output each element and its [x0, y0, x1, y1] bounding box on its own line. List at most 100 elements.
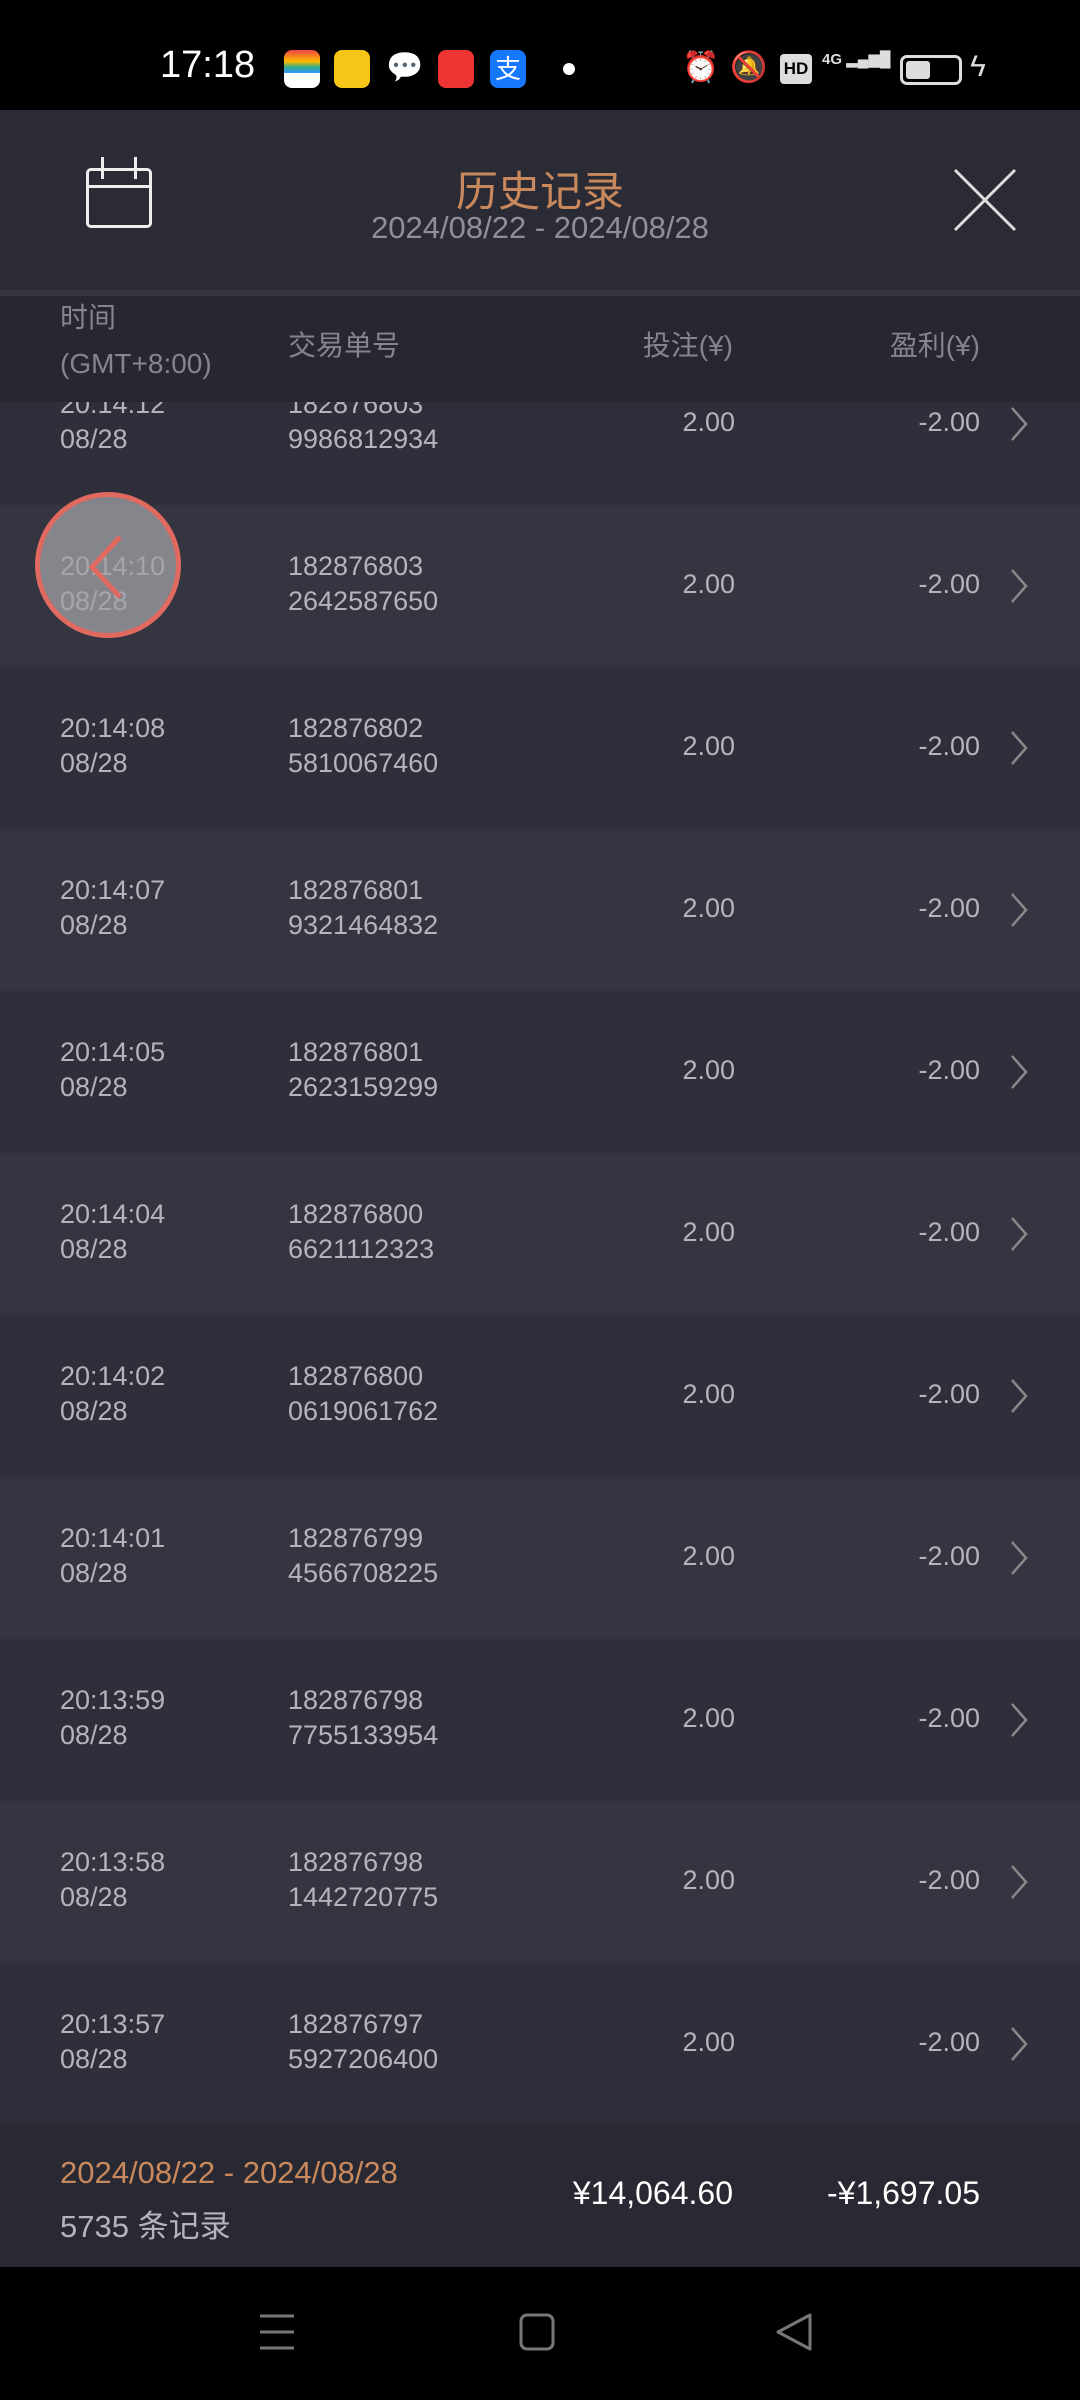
row-id-part2: 4566708225 [288, 1558, 439, 1588]
chevron-right-icon[interactable] [1008, 1215, 1030, 1253]
row-id-part2: 1442720775 [288, 1882, 439, 1912]
4g-signal-icon: 4G ▂▄▆█ [822, 51, 891, 68]
status-bar: 17:18 💬 支 ⏰ 🔕 HD 4G ▂▄▆█ ϟ [0, 0, 1080, 110]
row-date: 08/28 [60, 1234, 128, 1264]
row-time: 20:14:04 [60, 1199, 166, 1229]
chevron-right-icon[interactable] [1008, 1053, 1030, 1091]
row-date: 08/28 [60, 2044, 128, 2074]
row-profit: -2.00 [918, 731, 980, 761]
date-range: 2024/08/22 - 2024/08/28 [371, 210, 709, 245]
row-bet: 2.00 [682, 1379, 735, 1409]
row-id-part2: 2623159299 [288, 1072, 439, 1102]
row-id-part1: 182876802 [288, 713, 424, 743]
chevron-right-icon[interactable] [1008, 1539, 1030, 1577]
col-id: 交易单号 [288, 330, 401, 361]
row-profit: -2.00 [918, 1379, 980, 1409]
row-time: 20:14:08 [60, 713, 166, 743]
row-profit: -2.00 [918, 1055, 980, 1085]
system-nav-bar [0, 2267, 1080, 2400]
row-id-part1: 182876800 [288, 1361, 424, 1391]
chevron-right-icon[interactable] [1008, 1377, 1030, 1415]
row-id-part2: 5927206400 [288, 2044, 439, 2074]
record-list[interactable]: 20:14:12 08/28 182876803 9986812934 2.00… [0, 402, 1080, 2123]
table-row[interactable]: 20:14:01 08/28 182876799 4566708225 2.00… [0, 1477, 1080, 1639]
row-profit: -2.00 [918, 569, 980, 599]
row-time: 20:13:59 [60, 1685, 166, 1715]
back-gesture-icon [88, 535, 122, 599]
chevron-right-icon[interactable] [1008, 729, 1030, 767]
row-profit: -2.00 [918, 1217, 980, 1247]
table-row[interactable]: 20:14:04 08/28 182876800 6621112323 2.00… [0, 1153, 1080, 1315]
back-icon[interactable] [774, 2312, 814, 2352]
row-id-part1: 182876800 [288, 1199, 424, 1229]
total-profit: -¥1,697.05 [826, 2175, 980, 2211]
total-bet: ¥14,064.60 [572, 2175, 733, 2211]
chevron-right-icon[interactable] [1008, 1701, 1030, 1739]
table-row[interactable]: 20:14:05 08/28 182876801 2623159299 2.00… [0, 991, 1080, 1153]
row-profit: -2.00 [918, 407, 980, 437]
home-icon[interactable] [518, 2312, 558, 2352]
row-bet: 2.00 [682, 1703, 735, 1733]
table-row[interactable]: 20:14:12 08/28 182876803 9986812934 2.00… [0, 402, 1080, 505]
alarm-icon: ⏰ [682, 51, 720, 84]
row-id-part2: 5810067460 [288, 748, 439, 778]
touch-indicator [35, 492, 181, 638]
row-bet: 2.00 [682, 731, 735, 761]
hd-icon: HD [780, 54, 812, 84]
divider [0, 290, 1080, 296]
row-id-part1: 182876797 [288, 2009, 424, 2039]
wallet-app-icon [284, 50, 320, 88]
record-count: 5735 条记录 [60, 2209, 231, 2244]
row-bet: 2.00 [682, 569, 735, 599]
charging-icon: ϟ [970, 50, 986, 83]
close-icon[interactable] [950, 165, 1020, 235]
table-row[interactable]: 20:14:08 08/28 182876802 5810067460 2.00… [0, 667, 1080, 829]
alipay-icon: 支 [490, 50, 526, 88]
row-id-part1: 182876798 [288, 1685, 424, 1715]
row-profit: -2.00 [918, 1541, 980, 1571]
menu-icon[interactable] [258, 2312, 298, 2352]
row-profit: -2.00 [918, 1703, 980, 1733]
col-profit: 盈利(¥) [889, 330, 980, 361]
row-time: 20:14:07 [60, 875, 166, 905]
summary-footer: 2024/08/22 - 2024/08/28 5735 条记录 ¥14,064… [0, 2123, 1080, 2267]
chevron-right-icon[interactable] [1008, 891, 1030, 929]
row-id-part2: 9986812934 [288, 424, 439, 454]
row-date: 08/28 [60, 1072, 128, 1102]
row-bet: 2.00 [682, 1217, 735, 1247]
table-row[interactable]: 20:14:07 08/28 182876801 9321464832 2.00… [0, 829, 1080, 991]
row-id-part1: 182876801 [288, 875, 424, 905]
table-row[interactable]: 20:13:59 08/28 182876798 7755133954 2.00… [0, 1639, 1080, 1801]
row-id-part1: 182876803 [288, 551, 424, 581]
chevron-right-icon[interactable] [1008, 2025, 1030, 2063]
row-bet: 2.00 [682, 407, 735, 437]
row-time: 20:13:58 [60, 1847, 166, 1877]
row-id-part2: 6621112323 [288, 1234, 435, 1264]
row-profit: -2.00 [918, 1865, 980, 1895]
dot-icon [563, 63, 575, 75]
row-time: 20:14:02 [60, 1361, 166, 1391]
row-id-part1: 182876799 [288, 1523, 424, 1553]
red-mascot-app-icon [438, 50, 474, 88]
table-row[interactable]: 20:13:57 08/28 182876797 5927206400 2.00… [0, 1963, 1080, 2123]
row-id-part2: 2642587650 [288, 586, 439, 616]
calendar-icon[interactable] [86, 157, 152, 228]
table-row[interactable]: 20:14:02 08/28 182876800 0619061762 2.00… [0, 1315, 1080, 1477]
chevron-right-icon[interactable] [1008, 567, 1030, 605]
mute-icon: 🔕 [730, 51, 768, 84]
row-bet: 2.00 [682, 893, 735, 923]
row-date: 08/28 [60, 1396, 128, 1426]
table-row[interactable]: 20:13:58 08/28 182876798 1442720775 2.00… [0, 1801, 1080, 1963]
wechat-icon: 💬 [386, 51, 424, 84]
row-time: 20:14:12 [60, 402, 166, 419]
row-date: 08/28 [60, 424, 128, 454]
row-bet: 2.00 [682, 1055, 735, 1085]
chevron-right-icon[interactable] [1008, 1863, 1030, 1901]
row-id-part2: 0619061762 [288, 1396, 439, 1426]
battery-icon [900, 55, 962, 85]
row-id-part1: 182876798 [288, 1847, 424, 1877]
chevron-right-icon[interactable] [1008, 405, 1030, 443]
row-id-part1: 182876803 [288, 402, 424, 419]
row-time: 20:13:57 [60, 2009, 166, 2039]
row-profit: -2.00 [918, 2027, 980, 2057]
